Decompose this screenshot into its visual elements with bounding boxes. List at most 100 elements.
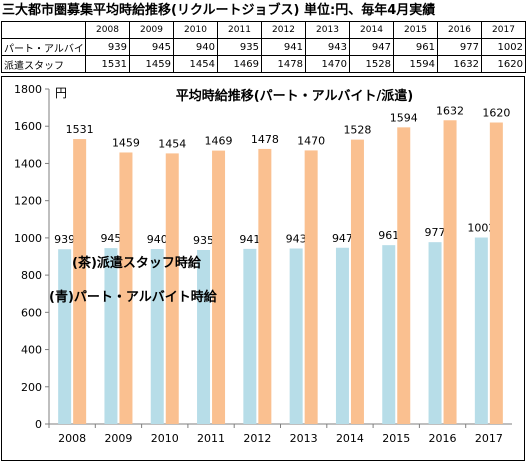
table-year-header: 2012 bbox=[261, 21, 306, 39]
bar-part-arbeit bbox=[289, 248, 303, 424]
table-year-header: 2010 bbox=[173, 21, 218, 39]
y-axis-unit-label: 円 bbox=[55, 86, 67, 100]
bar-part-arbeit bbox=[335, 247, 349, 424]
bar-haken-staff bbox=[258, 148, 272, 424]
table-year-header: 2013 bbox=[305, 21, 350, 39]
y-tick-label: 1000 bbox=[14, 232, 42, 245]
y-tick-label: 1800 bbox=[14, 83, 42, 96]
table-year-header: 2015 bbox=[393, 21, 438, 39]
table-cell: 977 bbox=[437, 38, 482, 56]
bar-part-arbeit bbox=[474, 237, 488, 424]
table-header-row: 2008 2009 2010 2011 2012 2013 2014 2015 … bbox=[1, 21, 526, 39]
table-cell: 1528 bbox=[349, 55, 394, 73]
page-title: 三大都市圏募集平均時給推移(リクルートジョブス) 単位:円、毎年4月実績 bbox=[2, 3, 436, 18]
table-year-header: 2014 bbox=[349, 21, 394, 39]
data-label-part-arbeit: 935 bbox=[193, 234, 214, 247]
data-label-part-arbeit: 939 bbox=[54, 233, 75, 246]
y-tick-label: 600 bbox=[21, 306, 42, 319]
y-tick-label: 200 bbox=[21, 381, 42, 394]
x-tick-label: 2015 bbox=[382, 432, 410, 445]
table-cell: 939 bbox=[85, 38, 130, 56]
table-corner-cell bbox=[1, 21, 86, 39]
y-tick-label: 1600 bbox=[14, 120, 42, 133]
x-tick-label: 2012 bbox=[243, 432, 271, 445]
table-cell: 1632 bbox=[437, 55, 482, 73]
data-label-part-arbeit: 961 bbox=[378, 229, 399, 242]
table-cell: 961 bbox=[393, 38, 438, 56]
bar-part-arbeit bbox=[104, 248, 118, 424]
bar-part-arbeit bbox=[428, 242, 442, 424]
bar-part-arbeit bbox=[58, 249, 72, 424]
bar-haken-staff bbox=[73, 139, 87, 424]
y-tick-label: 1200 bbox=[14, 195, 42, 208]
data-label-part-arbeit: 947 bbox=[332, 232, 353, 245]
table-cell: 940 bbox=[173, 38, 218, 56]
x-tick-label: 2008 bbox=[58, 432, 86, 445]
table-year-header: 2008 bbox=[85, 21, 130, 39]
data-label-haken-staff: 1470 bbox=[297, 134, 325, 147]
data-label-part-arbeit: 943 bbox=[286, 232, 307, 245]
y-tick-label: 1400 bbox=[14, 157, 42, 170]
table-cell: 941 bbox=[261, 38, 306, 56]
bar-haken-staff bbox=[489, 122, 503, 424]
bar-haken-staff bbox=[119, 152, 133, 424]
table-year-header: 2017 bbox=[481, 21, 526, 39]
data-label-haken-staff: 1469 bbox=[205, 135, 233, 148]
x-tick-label: 2010 bbox=[151, 432, 179, 445]
x-tick-label: 2014 bbox=[336, 432, 364, 445]
data-label-haken-staff: 1478 bbox=[251, 133, 279, 146]
y-tick-label: 400 bbox=[21, 344, 42, 357]
table-cell: 1478 bbox=[261, 55, 306, 73]
table-row: 派遣スタッフ 1531 1459 1454 1469 1478 1470 152… bbox=[1, 55, 526, 73]
data-label-haken-staff: 1459 bbox=[112, 136, 140, 149]
table-row: パート・アルバイト 939 945 940 935 941 943 947 96… bbox=[1, 38, 526, 56]
bar-chart: 0 200 400 600 800 1000 1200 1400 1600 1800 円 平均時給推移… bbox=[14, 83, 512, 445]
chart-frame: 0 200 400 600 800 1000 1200 1400 1600 1800 円 平均時給推移… bbox=[1, 76, 525, 461]
data-label-haken-staff: 1454 bbox=[158, 137, 186, 150]
data-label-haken-staff: 1594 bbox=[390, 111, 418, 124]
table-row-label: 派遣スタッフ bbox=[1, 55, 86, 73]
table-year-header: 2009 bbox=[129, 21, 174, 39]
series-annotation-haken: (茶)派遣スタッフ時給 bbox=[72, 255, 202, 271]
data-label-part-arbeit: 941 bbox=[239, 233, 260, 246]
bar-part-arbeit bbox=[382, 245, 396, 424]
data-label-haken-staff: 1528 bbox=[343, 124, 371, 137]
table-cell: 1002 bbox=[481, 38, 526, 56]
table-cell: 1469 bbox=[217, 55, 262, 73]
data-label-haken-staff: 1531 bbox=[66, 123, 94, 136]
bar-haken-staff bbox=[443, 120, 457, 424]
data-label-haken-staff: 1620 bbox=[482, 107, 510, 120]
series-annotation-part: (青)パート・アルバイト時給 bbox=[49, 289, 218, 305]
table-cell: 1531 bbox=[85, 55, 130, 73]
bar-part-arbeit bbox=[150, 249, 164, 424]
table-cell: 947 bbox=[349, 38, 394, 56]
table-cell: 935 bbox=[217, 38, 262, 56]
y-tick-label: 800 bbox=[21, 269, 42, 282]
bar-haken-staff bbox=[165, 153, 179, 424]
table-cell: 1454 bbox=[173, 55, 218, 73]
x-tick-label: 2009 bbox=[104, 432, 132, 445]
table-cell: 1459 bbox=[129, 55, 174, 73]
data-label-part-arbeit: 1002 bbox=[467, 222, 495, 235]
table-cell: 1620 bbox=[481, 55, 526, 73]
table-row-label: パート・アルバイト bbox=[1, 38, 86, 56]
data-label-part-arbeit: 940 bbox=[147, 233, 168, 246]
table-cell: 943 bbox=[305, 38, 350, 56]
table-cell: 1470 bbox=[305, 55, 350, 73]
chart-title: 平均時給推移(パート・アルバイト/派遣) bbox=[176, 88, 414, 104]
x-tick-label: 2016 bbox=[429, 432, 457, 445]
data-label-part-arbeit: 945 bbox=[100, 232, 121, 245]
x-tick-label: 2011 bbox=[197, 432, 225, 445]
data-label-haken-staff: 1632 bbox=[436, 104, 464, 117]
table-cell: 945 bbox=[129, 38, 174, 56]
bar-haken-staff bbox=[350, 139, 364, 424]
bar-haken-staff bbox=[304, 150, 318, 424]
bar-part-arbeit bbox=[243, 248, 257, 424]
bar-haken-staff bbox=[212, 150, 226, 424]
x-tick-label: 2017 bbox=[475, 432, 503, 445]
data-label-part-arbeit: 977 bbox=[425, 226, 446, 239]
bar-haken-staff bbox=[397, 127, 411, 424]
y-tick-label: 0 bbox=[35, 418, 42, 431]
data-table: 2008 2009 2010 2011 2012 2013 2014 2015 … bbox=[1, 21, 526, 73]
table-cell: 1594 bbox=[393, 55, 438, 73]
